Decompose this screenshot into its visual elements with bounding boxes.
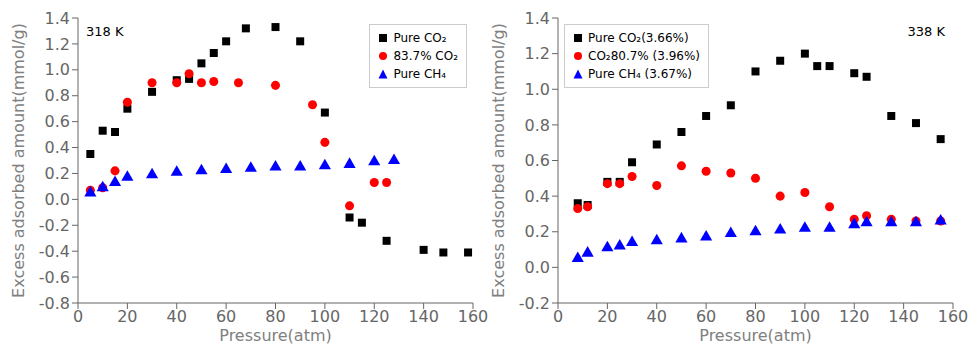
html-text:83.7% CO₂: 83.7% CO₂ bbox=[393, 49, 458, 63]
svg-text:80: 80 bbox=[265, 307, 285, 326]
svg-text:1.0: 1.0 bbox=[525, 80, 550, 99]
svg-text:1.0: 1.0 bbox=[45, 60, 70, 79]
svg-text:0.6: 0.6 bbox=[525, 151, 550, 170]
svg-text:Excess adsorbed amount(mmol/g): Excess adsorbed amount(mmol/g) bbox=[9, 23, 28, 298]
svg-text:80: 80 bbox=[745, 307, 765, 326]
html-text:CO₂80.7% (3.96%): CO₂80.7% (3.96%) bbox=[588, 49, 701, 63]
html-text:Pure CH₄: Pure CH₄ bbox=[393, 67, 447, 81]
html-text:Pure CH₄ (3.67%): Pure CH₄ (3.67%) bbox=[588, 67, 692, 81]
svg-text:-0.2: -0.2 bbox=[39, 216, 70, 235]
svg-text:0: 0 bbox=[553, 307, 563, 326]
svg-text:-0.2: -0.2 bbox=[519, 294, 550, 313]
svg-text:Pressure(atm): Pressure(atm) bbox=[699, 326, 811, 345]
svg-text:0.2: 0.2 bbox=[525, 222, 550, 241]
svg-text:1.4: 1.4 bbox=[525, 9, 550, 28]
svg-text:0.2: 0.2 bbox=[45, 164, 70, 183]
svg-text:0.0: 0.0 bbox=[45, 190, 70, 209]
svg-text:1.2: 1.2 bbox=[45, 35, 70, 54]
svg-text:1.2: 1.2 bbox=[525, 44, 550, 63]
svg-text:0.6: 0.6 bbox=[45, 112, 70, 131]
html-text:Pure CO₂(3.66%): Pure CO₂(3.66%) bbox=[588, 31, 689, 45]
svg-text:160: 160 bbox=[458, 307, 488, 326]
svg-text:140: 140 bbox=[888, 307, 919, 326]
html-text:Pure CO₂: Pure CO₂ bbox=[393, 31, 447, 45]
svg-text:0.8: 0.8 bbox=[525, 116, 550, 135]
svg-text:0.4: 0.4 bbox=[45, 138, 70, 157]
svg-text:20: 20 bbox=[117, 307, 137, 326]
svg-text:1.4: 1.4 bbox=[45, 9, 70, 28]
svg-text:20: 20 bbox=[597, 307, 617, 326]
svg-text:160: 160 bbox=[938, 307, 968, 326]
svg-text:-0.4: -0.4 bbox=[39, 242, 70, 261]
html-text:338 K: 338 K bbox=[907, 24, 945, 39]
svg-text:0.4: 0.4 bbox=[525, 187, 550, 206]
svg-text:Pressure(atm): Pressure(atm) bbox=[219, 326, 331, 345]
svg-text:0.8: 0.8 bbox=[45, 86, 70, 105]
svg-text:100: 100 bbox=[310, 307, 341, 326]
svg-text:120: 120 bbox=[359, 307, 390, 326]
svg-text:60: 60 bbox=[696, 307, 716, 326]
svg-text:140: 140 bbox=[408, 307, 439, 326]
svg-text:40: 40 bbox=[647, 307, 667, 326]
svg-text:-0.6: -0.6 bbox=[39, 268, 70, 287]
svg-text:0.0: 0.0 bbox=[525, 258, 550, 277]
html-text:318 K: 318 K bbox=[86, 24, 124, 39]
svg-text:100: 100 bbox=[790, 307, 821, 326]
svg-text:60: 60 bbox=[216, 307, 236, 326]
svg-text:0: 0 bbox=[73, 307, 83, 326]
svg-text:40: 40 bbox=[167, 307, 187, 326]
svg-text:120: 120 bbox=[839, 307, 870, 326]
svg-text:-0.8: -0.8 bbox=[39, 294, 70, 313]
svg-text:Excess adsorbed amount(mmol/g): Excess adsorbed amount(mmol/g) bbox=[489, 23, 508, 298]
